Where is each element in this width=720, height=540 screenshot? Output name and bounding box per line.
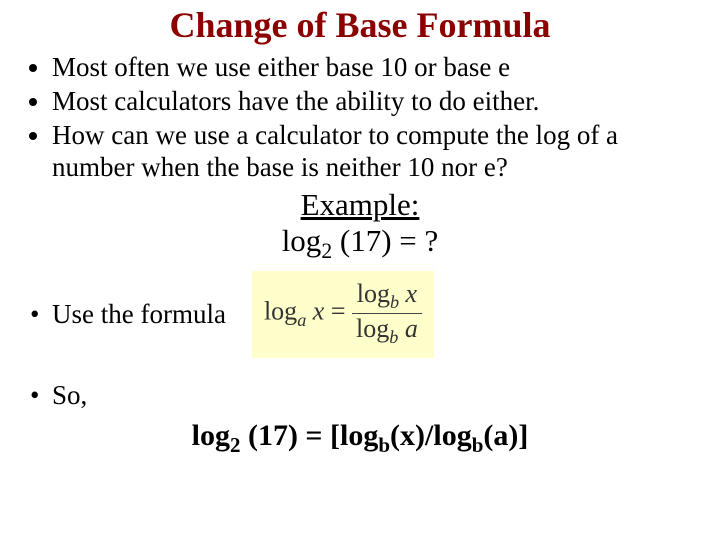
example-sub: 2 — [321, 240, 332, 264]
final-equation: log2 (17) = [logb(x)/logb(a)] — [18, 419, 702, 458]
bullet-2: Most calculators have the ability to do … — [52, 86, 702, 118]
bullet-list: Most often we use either base 10 or base… — [30, 52, 702, 183]
formula-fraction: logb xlogb a — [352, 279, 422, 348]
example-rest: (17) = ? — [332, 223, 438, 258]
slide: Change of Base Formula Most often we use… — [0, 0, 720, 458]
final-end: (a)] — [483, 419, 528, 452]
bullet-3: How can we use a calculator to compute t… — [52, 120, 702, 184]
formula-num-log: log — [357, 279, 390, 308]
final-sub2: 2 — [230, 433, 241, 457]
formula-num-sub: b — [390, 292, 399, 312]
formula-lhs-x: x — [306, 296, 324, 325]
final-log: log — [192, 419, 230, 452]
final-mid: (17) = [log — [240, 419, 378, 452]
example-equation: log2 (17) = ? — [18, 223, 702, 264]
slide-title: Change of Base Formula — [18, 4, 702, 46]
formula-box: loga x = logb xlogb a — [252, 271, 434, 358]
final-subb1: b — [378, 433, 390, 457]
formula-lhs-log: log — [264, 296, 297, 325]
final-mid2: (x)/log — [390, 419, 472, 452]
formula-lhs-sub: a — [297, 309, 306, 329]
formula-den-a: a — [398, 314, 418, 343]
formula-num-x: x — [399, 279, 417, 308]
example-log: log — [282, 223, 322, 258]
final-subb2: b — [472, 433, 484, 457]
formula-eq: = — [324, 296, 352, 325]
bullet-1: Most often we use either base 10 or base… — [52, 52, 702, 84]
formula-den-sub: b — [389, 327, 398, 347]
example-label: Example: — [18, 187, 702, 223]
bullet-5: So, — [30, 380, 702, 411]
formula-row: Use the formula loga x = logb xlogb a — [30, 271, 702, 358]
formula-den-log: log — [356, 314, 389, 343]
bullet-4: Use the formula — [30, 299, 226, 330]
